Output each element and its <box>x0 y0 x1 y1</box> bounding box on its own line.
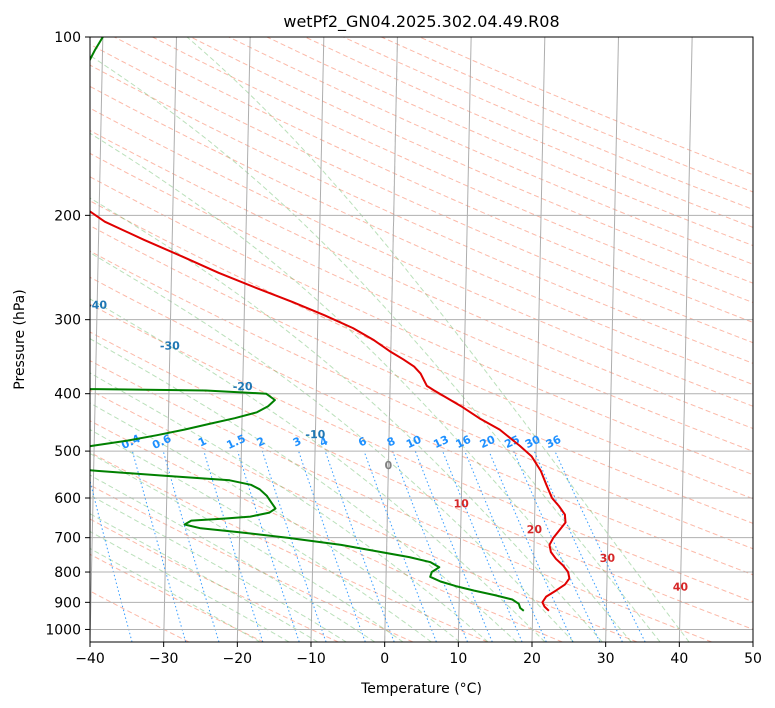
mixing-ratio-label: 25 <box>503 433 522 451</box>
moist-adiabat <box>90 54 661 642</box>
x-tick-label: −40 <box>75 651 105 667</box>
isotherm-label: 20 <box>527 523 543 536</box>
dry-adiabat <box>90 43 753 344</box>
mixing-ratio-label: 20 <box>478 433 498 451</box>
plot-frame <box>89 36 754 643</box>
isotherm-label: -40 <box>87 299 107 312</box>
background-lines <box>90 37 753 642</box>
temperature-profile-line <box>90 210 571 612</box>
mixing-ratio-line <box>442 450 523 642</box>
mixing-ratio-line <box>464 450 547 642</box>
x-tick-label: 50 <box>744 651 762 667</box>
mixing-ratio-label: 36 <box>544 433 564 451</box>
mixing-ratio-line <box>131 450 187 642</box>
moist-adiabat <box>90 298 546 642</box>
mixing-ratio-line <box>298 450 366 642</box>
zero-isotherm <box>384 37 399 642</box>
x-tick-label: −30 <box>149 651 179 667</box>
x-tick-label: −20 <box>223 651 253 667</box>
x-tick-label: 10 <box>449 651 467 667</box>
isotherm <box>605 37 619 642</box>
mixing-ratio-line <box>414 450 493 642</box>
isotherm-label: -20 <box>233 380 253 393</box>
mixing-ratio-line <box>488 450 574 642</box>
x-tick-label: 40 <box>670 651 688 667</box>
mixing-ratio-label: 10 <box>404 433 424 451</box>
isotherm <box>236 37 251 642</box>
moist-adiabat <box>90 474 376 642</box>
x-tick-label: 0 <box>380 651 389 667</box>
dry-adiabat <box>90 420 563 642</box>
x-axis: −40 −30 −20 −10 0 10 20 30 40 50 <box>75 642 762 667</box>
x-tick-label: 20 <box>523 651 541 667</box>
dry-adiabat <box>90 303 753 603</box>
y-tick-label: 800 <box>54 565 81 581</box>
moist-adiabat <box>90 372 489 642</box>
y-tick-label: 900 <box>54 595 81 611</box>
moist-adiabat <box>90 530 290 642</box>
mixing-ratio-line <box>261 450 327 642</box>
mixing-ratio-line <box>90 479 133 642</box>
y-tick-label: 300 <box>54 313 81 329</box>
dry-adiabat <box>90 85 753 386</box>
dry-adiabat <box>90 107 753 407</box>
dry-adiabat <box>90 129 753 430</box>
isotherm-label: -10 <box>305 428 325 441</box>
moist-adiabat <box>90 132 632 642</box>
mixing-ratio-line <box>237 450 300 642</box>
chart-title: wetPf2_GN04.2025.302.04.49.R08 <box>283 12 559 32</box>
dry-adiabat <box>90 331 753 630</box>
x-tick-label: 30 <box>597 651 615 667</box>
dry-adiabat <box>90 389 638 642</box>
y-tick-label: 100 <box>54 30 81 46</box>
isotherm-label: 10 <box>453 497 469 510</box>
y-tick-label: 1000 <box>45 622 81 638</box>
mixing-ratio-line <box>324 450 395 642</box>
mixing-ratio-label: 0.2 <box>69 432 92 452</box>
moist-adiabat <box>90 197 603 642</box>
y-tick-label: 200 <box>54 208 81 224</box>
dry-adiabat <box>90 225 753 524</box>
isotherm <box>457 37 472 642</box>
mixing-ratio-line <box>203 450 264 642</box>
moist-adiabat <box>90 252 574 642</box>
x-axis-label: Temperature (°C) <box>360 681 482 697</box>
y-tick-label: 400 <box>54 387 81 403</box>
dewpoint-profile-line <box>90 37 525 612</box>
series-lines <box>90 37 571 612</box>
dry-adiabat <box>90 64 753 364</box>
mixing-ratio-label: 13 <box>431 433 450 451</box>
isotherm-label: 30 <box>600 552 616 565</box>
isotherm-label: 0 <box>384 459 392 472</box>
moist-adiabat <box>90 513 319 642</box>
moist-adiabat <box>90 402 461 642</box>
x-tick-label: −10 <box>296 651 326 667</box>
y-tick-label: 700 <box>54 531 81 547</box>
moist-adiabat <box>186 37 690 642</box>
dry-adiabat <box>90 250 753 550</box>
mixing-ratio-label: 16 <box>454 433 474 451</box>
isotherm <box>163 37 177 642</box>
isotherm <box>90 37 104 642</box>
dry-adiabat <box>90 451 488 642</box>
dry-adiabat <box>90 590 190 642</box>
isotherm <box>531 37 546 642</box>
dry-adiabat <box>90 200 753 500</box>
dry-adiabat <box>90 360 712 642</box>
y-axis: 100 200 300 400 500 600 700 800 900 1000 <box>45 30 90 638</box>
isotherm-label: -30 <box>160 339 180 352</box>
mixing-ratio-label: 30 <box>523 433 543 451</box>
isotherm-label: 40 <box>673 580 689 593</box>
y-tick-label: 500 <box>54 444 81 460</box>
isotherm <box>678 37 693 642</box>
y-axis-label: Pressure (hPa) <box>12 289 28 389</box>
dry-adiabat <box>90 152 753 452</box>
mixing-ratio-line <box>162 450 220 642</box>
y-tick-label: 600 <box>54 491 81 507</box>
mixing-ratio-line <box>363 450 437 642</box>
mixing-ratio-line <box>392 450 468 642</box>
